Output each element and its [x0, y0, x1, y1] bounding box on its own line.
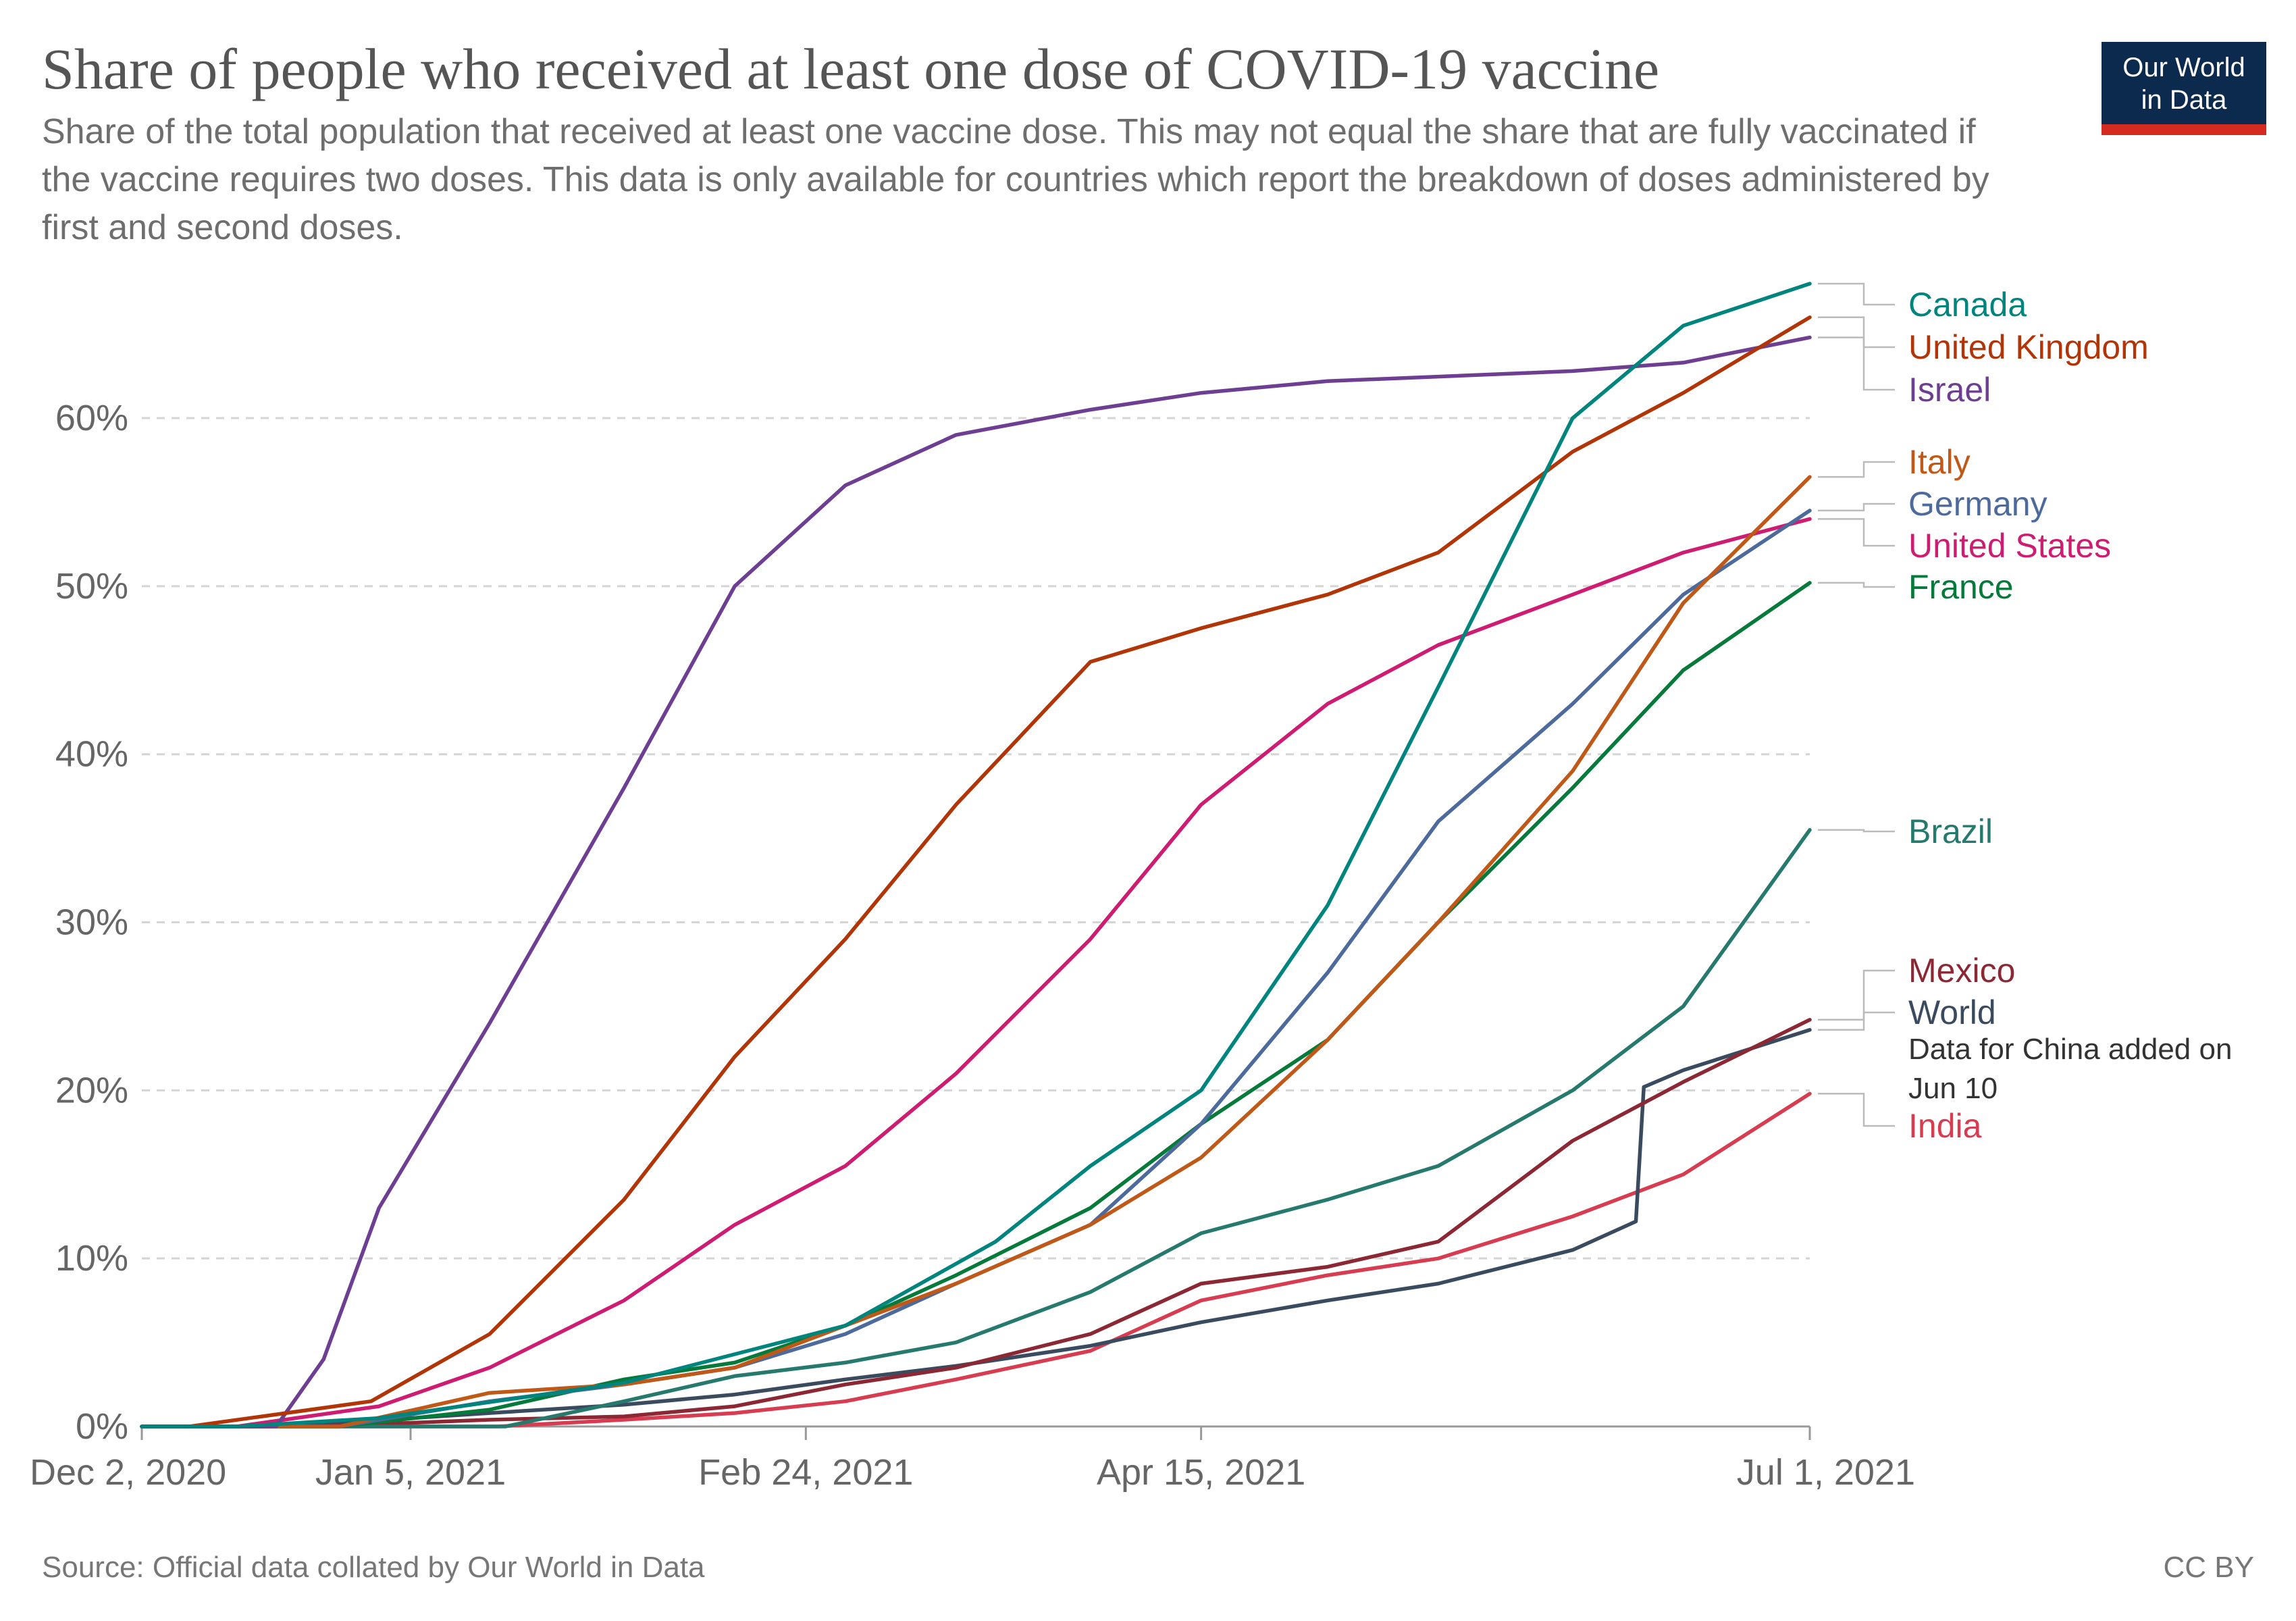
legend-leader	[1818, 336, 1895, 391]
legend-leader	[1818, 1011, 1895, 1031]
series-line-united-states[interactable]	[140, 517, 1812, 1429]
chart-title: Share of people who received at least on…	[42, 36, 1660, 101]
y-tick-label: 20%	[55, 1070, 128, 1110]
x-tick-label: Feb 24, 2021	[698, 1452, 913, 1493]
x-tick-label: Jan 5, 2021	[315, 1452, 506, 1493]
china-annotation-line-2: Jun 10	[1908, 1072, 1998, 1105]
y-tick-label: 30%	[55, 902, 128, 943]
license-link[interactable]: CC BY	[2163, 1551, 2254, 1584]
legend-label-world[interactable]: World	[1908, 994, 1996, 1031]
grid-lines	[142, 417, 1810, 1260]
series-line-france[interactable]	[140, 581, 1812, 1429]
legend-label-canada[interactable]: Canada	[1908, 286, 2027, 324]
legend-label-italy[interactable]: Italy	[1908, 443, 1971, 481]
legend-leader	[1818, 461, 1895, 478]
y-tick-label: 0%	[76, 1406, 128, 1447]
logo-text: Our World in Data	[2102, 51, 2266, 116]
owid-logo[interactable]: Our World in Data	[2102, 42, 2266, 135]
series-line-world[interactable]	[140, 1028, 1812, 1429]
legend-leader	[1818, 1093, 1895, 1127]
legend-leader	[1818, 518, 1895, 547]
logo-accent-bar	[2102, 124, 2266, 135]
x-axis: Dec 2, 2020 Jan 5, 2021 Feb 24, 2021 Apr 15…	[30, 1425, 1915, 1493]
legend-leader	[1818, 316, 1895, 349]
series-line-israel[interactable]	[140, 335, 1812, 1429]
legend-label-united-states[interactable]: United States	[1908, 527, 2111, 565]
series-line-india[interactable]	[140, 1091, 1812, 1429]
series-line-canada[interactable]	[140, 282, 1812, 1429]
legend-leader	[1818, 503, 1895, 512]
y-axis-ticks: 0% 10% 20% 30% 40% 50% 60%	[55, 398, 128, 1447]
legend-label-brazil[interactable]: Brazil	[1908, 813, 1993, 850]
legend-leader	[1818, 582, 1895, 588]
logo-line-2: in Data	[2141, 85, 2227, 115]
y-tick-label: 60%	[55, 398, 128, 438]
legend-label-mexico[interactable]: Mexico	[1908, 952, 2015, 989]
legend-leader	[1818, 282, 1895, 306]
series-line-brazil[interactable]	[140, 827, 1812, 1429]
legend-label-india[interactable]: India	[1908, 1107, 1982, 1145]
source-note[interactable]: Source: Official data collated by Our Wo…	[42, 1551, 705, 1584]
x-tick-label: Apr 15, 2021	[1097, 1452, 1305, 1493]
series-line-mexico[interactable]	[140, 1018, 1812, 1429]
legend-label-france[interactable]: France	[1908, 568, 2014, 606]
legend-label-united-kingdom[interactable]: United Kingdom	[1908, 328, 2149, 366]
china-annotation-line-1: Data for China added on	[1908, 1033, 2232, 1066]
series-line-germany[interactable]	[140, 509, 1812, 1429]
x-tick-label: Dec 2, 2020	[30, 1452, 226, 1493]
series-line-italy[interactable]	[140, 475, 1812, 1429]
legend-label-germany[interactable]: Germany	[1908, 485, 2047, 523]
y-tick-label: 10%	[55, 1238, 128, 1279]
chart-subtitle: Share of the total population that recei…	[42, 112, 1989, 247]
legend-leader	[1818, 969, 1895, 1021]
series-line-united-kingdom[interactable]	[140, 315, 1812, 1429]
legend-label-israel[interactable]: Israel	[1908, 371, 1991, 409]
legend-leader	[1818, 829, 1895, 833]
y-tick-label: 50%	[55, 566, 128, 607]
logo-line-1: Our World	[2122, 53, 2245, 82]
legend: Canada United Kingdom Israel Italy Germany Un…	[1818, 282, 2232, 1145]
x-tick-label: Jul 1, 2021	[1737, 1452, 1915, 1493]
series-lines	[140, 282, 1812, 1429]
y-tick-label: 40%	[55, 734, 128, 775]
